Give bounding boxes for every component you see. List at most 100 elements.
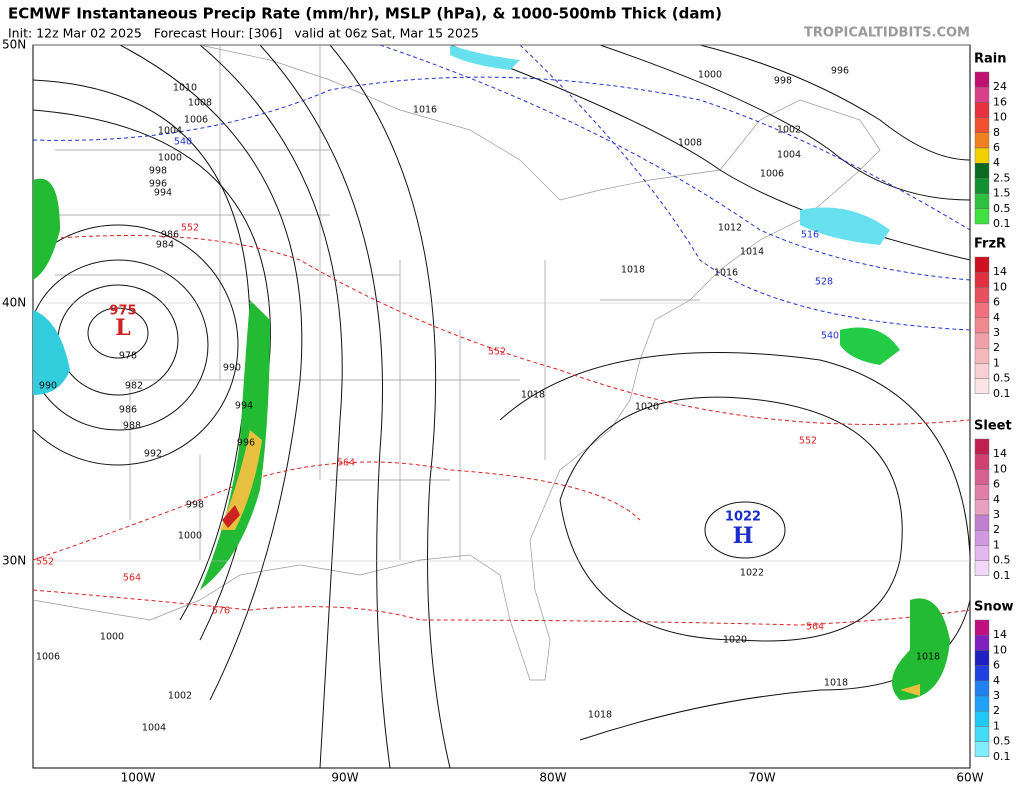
legend-label: 4 [993, 674, 1000, 687]
thickness-label: 552 [36, 557, 54, 568]
legend-label: 8 [993, 126, 1000, 139]
thickness-label: 564 [123, 573, 141, 584]
legend-swatch [974, 132, 990, 149]
thickness-label: 516 [801, 230, 819, 241]
legend-swatch [974, 363, 990, 379]
isobar-label: 1000 [158, 153, 182, 164]
thickness-label: 540 [174, 137, 192, 148]
coastline [33, 45, 881, 681]
legend-swatch [974, 378, 990, 395]
legend-label: 0.1 [993, 217, 1011, 230]
isobar-label: 1004 [158, 126, 182, 137]
legend-label: 0.1 [993, 750, 1011, 763]
isobar-label: 990 [39, 381, 57, 392]
legend-label: 10 [993, 643, 1007, 656]
isobar-label: 994 [154, 188, 172, 199]
legend-swatch [974, 147, 990, 164]
legend-swatch [974, 665, 990, 681]
legend-swatch [974, 193, 990, 210]
legend-swatch [974, 348, 990, 364]
legend-label: 0.5 [993, 554, 1011, 567]
isobar-label: 1012 [718, 223, 742, 234]
isobar-label: 992 [144, 449, 162, 460]
isobar-label: 1018 [588, 710, 612, 721]
legend-label: 4 [993, 156, 1000, 169]
legend-label: 3 [993, 508, 1000, 521]
thickness-label: 540 [821, 331, 839, 342]
lon-label: 90W [331, 771, 358, 785]
legend-label: 0.5 [993, 735, 1011, 748]
legend-label: 6 [993, 296, 1000, 309]
isobar-label: 1020 [635, 402, 659, 413]
legend-swatch [974, 484, 990, 501]
legend-label: 0.5 [993, 372, 1011, 385]
legend-swatch [974, 530, 990, 546]
legend-swatch [974, 162, 990, 179]
legend-swatch [974, 514, 990, 531]
thickness-label: 552 [488, 347, 506, 358]
lat-label: 30N [2, 554, 26, 568]
legend-swatch [974, 650, 990, 666]
title: ECMWF Instantaneous Precip Rate (mm/hr),… [8, 5, 722, 23]
isobar-label: 996 [237, 438, 255, 449]
legend-label: 6 [993, 141, 1000, 154]
legend-swatch [974, 272, 990, 288]
center-symbol: L [115, 315, 130, 341]
isobar-label: 1006 [184, 115, 208, 126]
legend-title: Sleet [974, 419, 1012, 434]
isobar-label: 990 [223, 363, 241, 374]
legend-label: 6 [993, 659, 1000, 672]
legend-label: 2 [993, 704, 1000, 717]
lon-label: 100W [121, 771, 156, 785]
legend-label: 14 [993, 447, 1007, 460]
legend-swatch [974, 454, 990, 470]
state-lines [55, 45, 700, 560]
legend-label: 2 [993, 523, 1000, 536]
legend-swatch [974, 695, 990, 712]
legend-swatch [974, 178, 990, 194]
legend-swatch [974, 317, 990, 334]
legend-label: 14 [993, 265, 1007, 278]
legend-label: 4 [993, 493, 1000, 506]
isobar-label: 1002 [777, 125, 801, 136]
legend-label: 10 [993, 462, 1007, 475]
thickness-label: 576 [212, 606, 230, 617]
legend-label: 14 [993, 628, 1007, 641]
isobar-label: 1010 [173, 83, 197, 94]
lon-label: 80W [539, 771, 566, 785]
legend-label: 0.1 [993, 387, 1011, 400]
legend-swatch [974, 560, 990, 576]
map-area [32, 44, 971, 769]
isobar-label: 1008 [188, 98, 212, 109]
legend-swatch [974, 680, 990, 697]
thickness-label: 564 [337, 458, 355, 469]
legend-title: Rain [974, 52, 1007, 67]
legend-label: 0.1 [993, 569, 1011, 582]
isobar-label: 1006 [760, 169, 784, 180]
legend-label: 6 [993, 478, 1000, 491]
center-pressure: 975 [109, 304, 136, 319]
isobar-label: 1018 [824, 678, 848, 689]
legend-swatch [974, 438, 990, 455]
isobar-label: 998 [149, 166, 167, 177]
thickness-lines [33, 45, 970, 626]
legend-swatch [974, 256, 990, 273]
legend-swatch [974, 726, 990, 742]
legend-swatch [974, 711, 990, 727]
isobar-label: 1014 [740, 247, 764, 258]
legend-swatch [974, 102, 990, 118]
legend-label: 3 [993, 689, 1000, 702]
legend-label: 10 [993, 111, 1007, 124]
isobar-label: 1018 [621, 265, 645, 276]
legend-label: 16 [993, 95, 1007, 108]
lat-label: 40N [2, 296, 26, 310]
isobar-label: 1000 [178, 531, 202, 542]
isobar-label: 998 [186, 500, 204, 511]
thickness-label: 528 [815, 277, 833, 288]
legend-swatch [974, 86, 990, 103]
lon-label: 60W [956, 771, 983, 785]
isobar-label: 1008 [678, 138, 702, 149]
isobar-label: 996 [149, 179, 167, 190]
center-pressure: 1022 [725, 510, 761, 525]
isobar-label: 988 [123, 421, 141, 432]
